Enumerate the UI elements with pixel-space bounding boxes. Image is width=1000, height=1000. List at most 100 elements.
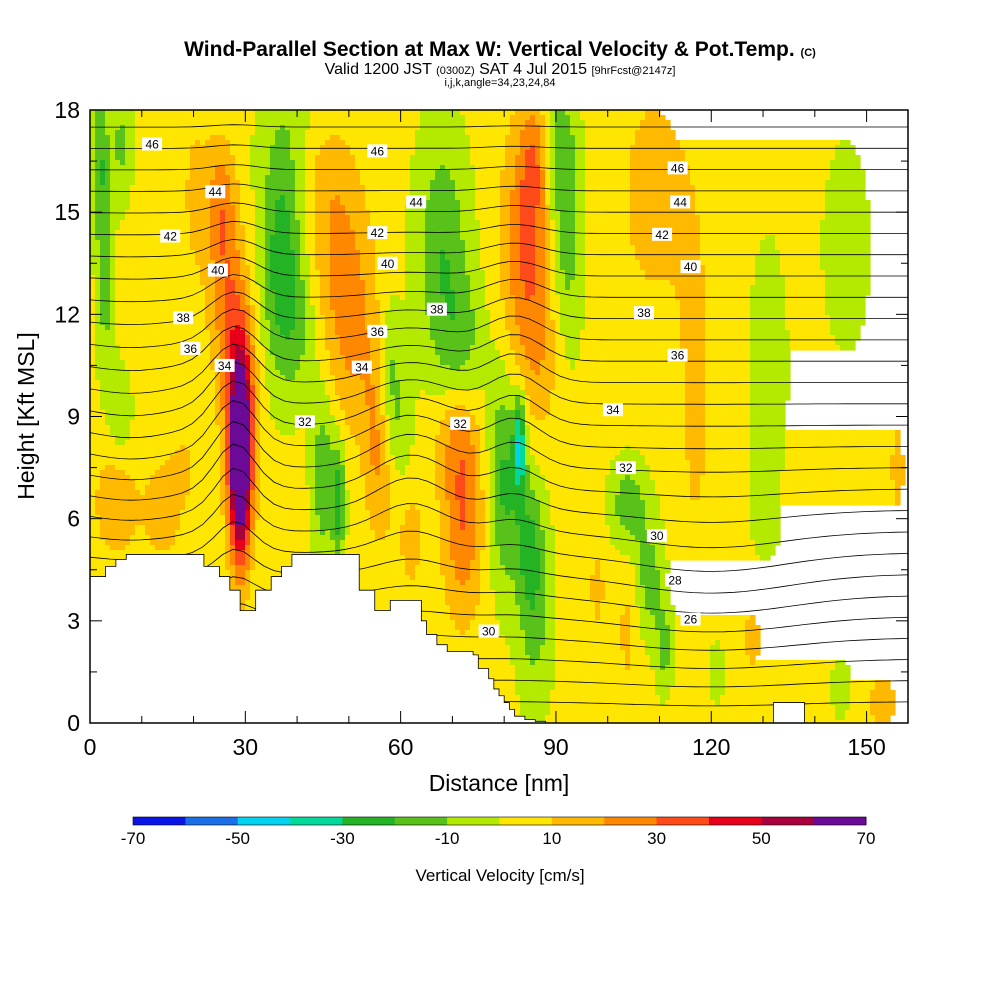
velocity-cell (265, 295, 276, 301)
velocity-cell (630, 640, 646, 646)
velocity-cell (620, 620, 631, 626)
velocity-cell (495, 495, 501, 501)
velocity-cell (250, 170, 271, 176)
velocity-cell (405, 520, 421, 526)
velocity-cell (580, 110, 646, 116)
velocity-cell (335, 475, 341, 481)
velocity-cell (550, 290, 556, 296)
velocity-cell (670, 685, 711, 691)
velocity-cell (260, 395, 271, 401)
velocity-cell (465, 405, 486, 411)
velocity-cell (685, 415, 706, 421)
velocity-cell (305, 230, 316, 236)
velocity-cell (240, 300, 246, 306)
velocity-cell (535, 600, 546, 606)
velocity-cell (685, 160, 831, 166)
velocity-cell (545, 280, 551, 286)
velocity-cell (540, 135, 546, 141)
theta-contour (90, 124, 908, 128)
velocity-cell (825, 280, 871, 286)
velocity-cell (340, 495, 346, 501)
velocity-cell (250, 445, 256, 451)
velocity-cell (95, 350, 121, 356)
velocity-cell (135, 405, 216, 411)
velocity-cell (625, 655, 631, 661)
velocity-cell (135, 395, 216, 401)
velocity-cell (425, 200, 461, 206)
velocity-cell (520, 460, 526, 466)
velocity-cell (350, 430, 371, 436)
velocity-cell (115, 340, 211, 346)
velocity-cell (710, 680, 726, 686)
velocity-cell (550, 690, 656, 696)
velocity-cell (235, 360, 241, 366)
velocity-cell (485, 295, 501, 301)
velocity-cell (510, 115, 531, 121)
velocity-cell (265, 380, 326, 386)
colorbar-tick-label: 50 (752, 829, 771, 848)
velocity-cell (340, 500, 346, 506)
velocity-cell (245, 245, 256, 251)
velocity-cell (265, 350, 271, 356)
velocity-cell (650, 665, 661, 671)
velocity-cell (305, 315, 316, 321)
velocity-cell (630, 610, 641, 616)
velocity-cell (600, 565, 636, 571)
velocity-cell (395, 460, 411, 466)
velocity-cell (415, 440, 436, 446)
velocity-cell (375, 285, 406, 291)
velocity-cell (100, 400, 136, 406)
velocity-cell (545, 145, 551, 151)
velocity-cell (365, 400, 376, 406)
velocity-cell (340, 540, 346, 546)
velocity-cell (385, 375, 391, 381)
velocity-cell (125, 215, 191, 221)
velocity-cell (345, 440, 356, 446)
velocity-cell (340, 395, 366, 401)
velocity-cell (305, 160, 316, 166)
velocity-cell (540, 155, 546, 161)
velocity-cell (505, 150, 521, 156)
velocity-cell (310, 120, 421, 126)
velocity-cell (185, 505, 221, 511)
velocity-cell (450, 615, 476, 621)
velocity-cell (245, 320, 251, 326)
velocity-cell (325, 330, 336, 336)
velocity-cell (455, 405, 466, 411)
velocity-cell (750, 410, 786, 416)
velocity-cell (230, 180, 241, 186)
velocity-cell (315, 245, 331, 251)
velocity-cell (240, 360, 246, 366)
velocity-cell (255, 315, 261, 321)
velocity-cell (435, 450, 446, 456)
velocity-cell (90, 345, 96, 351)
velocity-cell (500, 280, 511, 286)
velocity-cell (175, 450, 191, 456)
velocity-cell (630, 145, 681, 151)
velocity-cell (250, 295, 261, 301)
velocity-cell (705, 470, 751, 476)
velocity-cell (835, 710, 846, 716)
velocity-cell (200, 270, 216, 276)
velocity-cell (705, 330, 751, 336)
velocity-cell (535, 215, 546, 221)
velocity-cell (780, 470, 891, 476)
velocity-cell (790, 340, 836, 346)
velocity-cell (675, 620, 746, 626)
velocity-cell (390, 465, 396, 471)
velocity-cell (250, 140, 276, 146)
velocity-cell (245, 540, 251, 546)
velocity-cell (190, 150, 231, 156)
velocity-cell (250, 290, 261, 296)
velocity-cell (260, 495, 311, 501)
velocity-cell (535, 595, 546, 601)
velocity-cell (625, 660, 631, 666)
velocity-cell (690, 165, 831, 171)
velocity-cell (535, 590, 546, 596)
velocity-cell (385, 530, 401, 536)
velocity-cell (535, 265, 546, 271)
velocity-cell (110, 170, 136, 176)
velocity-cell (270, 170, 296, 176)
velocity-cell (445, 310, 456, 316)
velocity-cell (255, 470, 261, 476)
